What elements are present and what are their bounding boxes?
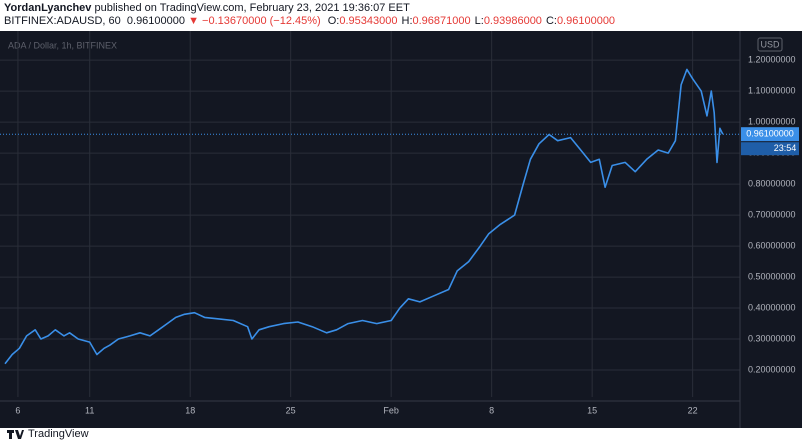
y-tick-label: 0.30000000	[748, 333, 796, 343]
ohlc-label: L:	[474, 15, 484, 27]
chart-subtitle: ADA / Dollar, 1h, BITFINEX	[8, 40, 117, 50]
ohlc-label: O:	[327, 15, 340, 27]
x-tick-label: 11	[85, 405, 94, 415]
x-tick-label: 15	[587, 405, 597, 415]
header: YordanLyanchev published on TradingView.…	[4, 2, 800, 28]
currency: USD	[760, 39, 780, 49]
y-tick-label: 0.40000000	[748, 302, 796, 312]
last-price-label: 0.96100000	[746, 129, 794, 139]
chart: ADA / Dollar, 1h, BITFINEX USD 0.2000000…	[0, 31, 802, 428]
ohlc: O:0.95343000 H:0.96871000 L:0.93986000 C:0.…	[324, 15, 615, 27]
footer: TradingView	[6, 428, 89, 440]
y-tick-label: 0.50000000	[748, 271, 796, 281]
ohlc-label: C:	[545, 15, 557, 27]
y-tick-label: 0.20000000	[748, 364, 796, 374]
ohlc-value: 0.96100000	[556, 15, 616, 27]
x-tick-label: 6	[15, 405, 20, 415]
brand: TradingView	[28, 428, 89, 440]
price: 0.96100000	[126, 15, 186, 27]
y-tick-label: 1.10000000	[748, 85, 796, 95]
ohlc-value: 0.95343000	[339, 15, 398, 27]
change: ▼ −0.13670000 (−12.45%)	[188, 15, 321, 27]
published: published on TradingView.com, February 2…	[94, 2, 410, 14]
chart-background	[0, 31, 802, 428]
currency-box	[757, 37, 783, 52]
countdown-box	[741, 142, 799, 156]
y-tick-label: 1.00000000	[748, 116, 796, 126]
symbol: BITFINEX:ADAUSD, 60	[4, 15, 121, 27]
x-tick-label: Feb	[383, 405, 399, 415]
last-price-box	[741, 127, 799, 142]
y-tick-label: 1.20000000	[748, 55, 796, 65]
x-tick-label: 22	[688, 405, 698, 415]
x-tick-label: 25	[286, 405, 296, 415]
y-tick-label: 0.80000000	[748, 178, 796, 188]
ohlc-label: H:	[401, 15, 413, 27]
ohlc-value: 0.93986000	[483, 15, 542, 27]
price-line	[4, 68, 724, 365]
y-tick-label: 0.70000000	[748, 209, 796, 219]
author: YordanLyanchev	[4, 2, 92, 14]
y-tick-label: 0.60000000	[748, 240, 796, 250]
x-tick-label: 18	[185, 405, 195, 415]
countdown: 23:54	[774, 143, 797, 153]
ohlc-value: 0.96871000	[412, 15, 471, 27]
logo	[7, 430, 24, 439]
x-tick-label: 8	[489, 405, 494, 415]
